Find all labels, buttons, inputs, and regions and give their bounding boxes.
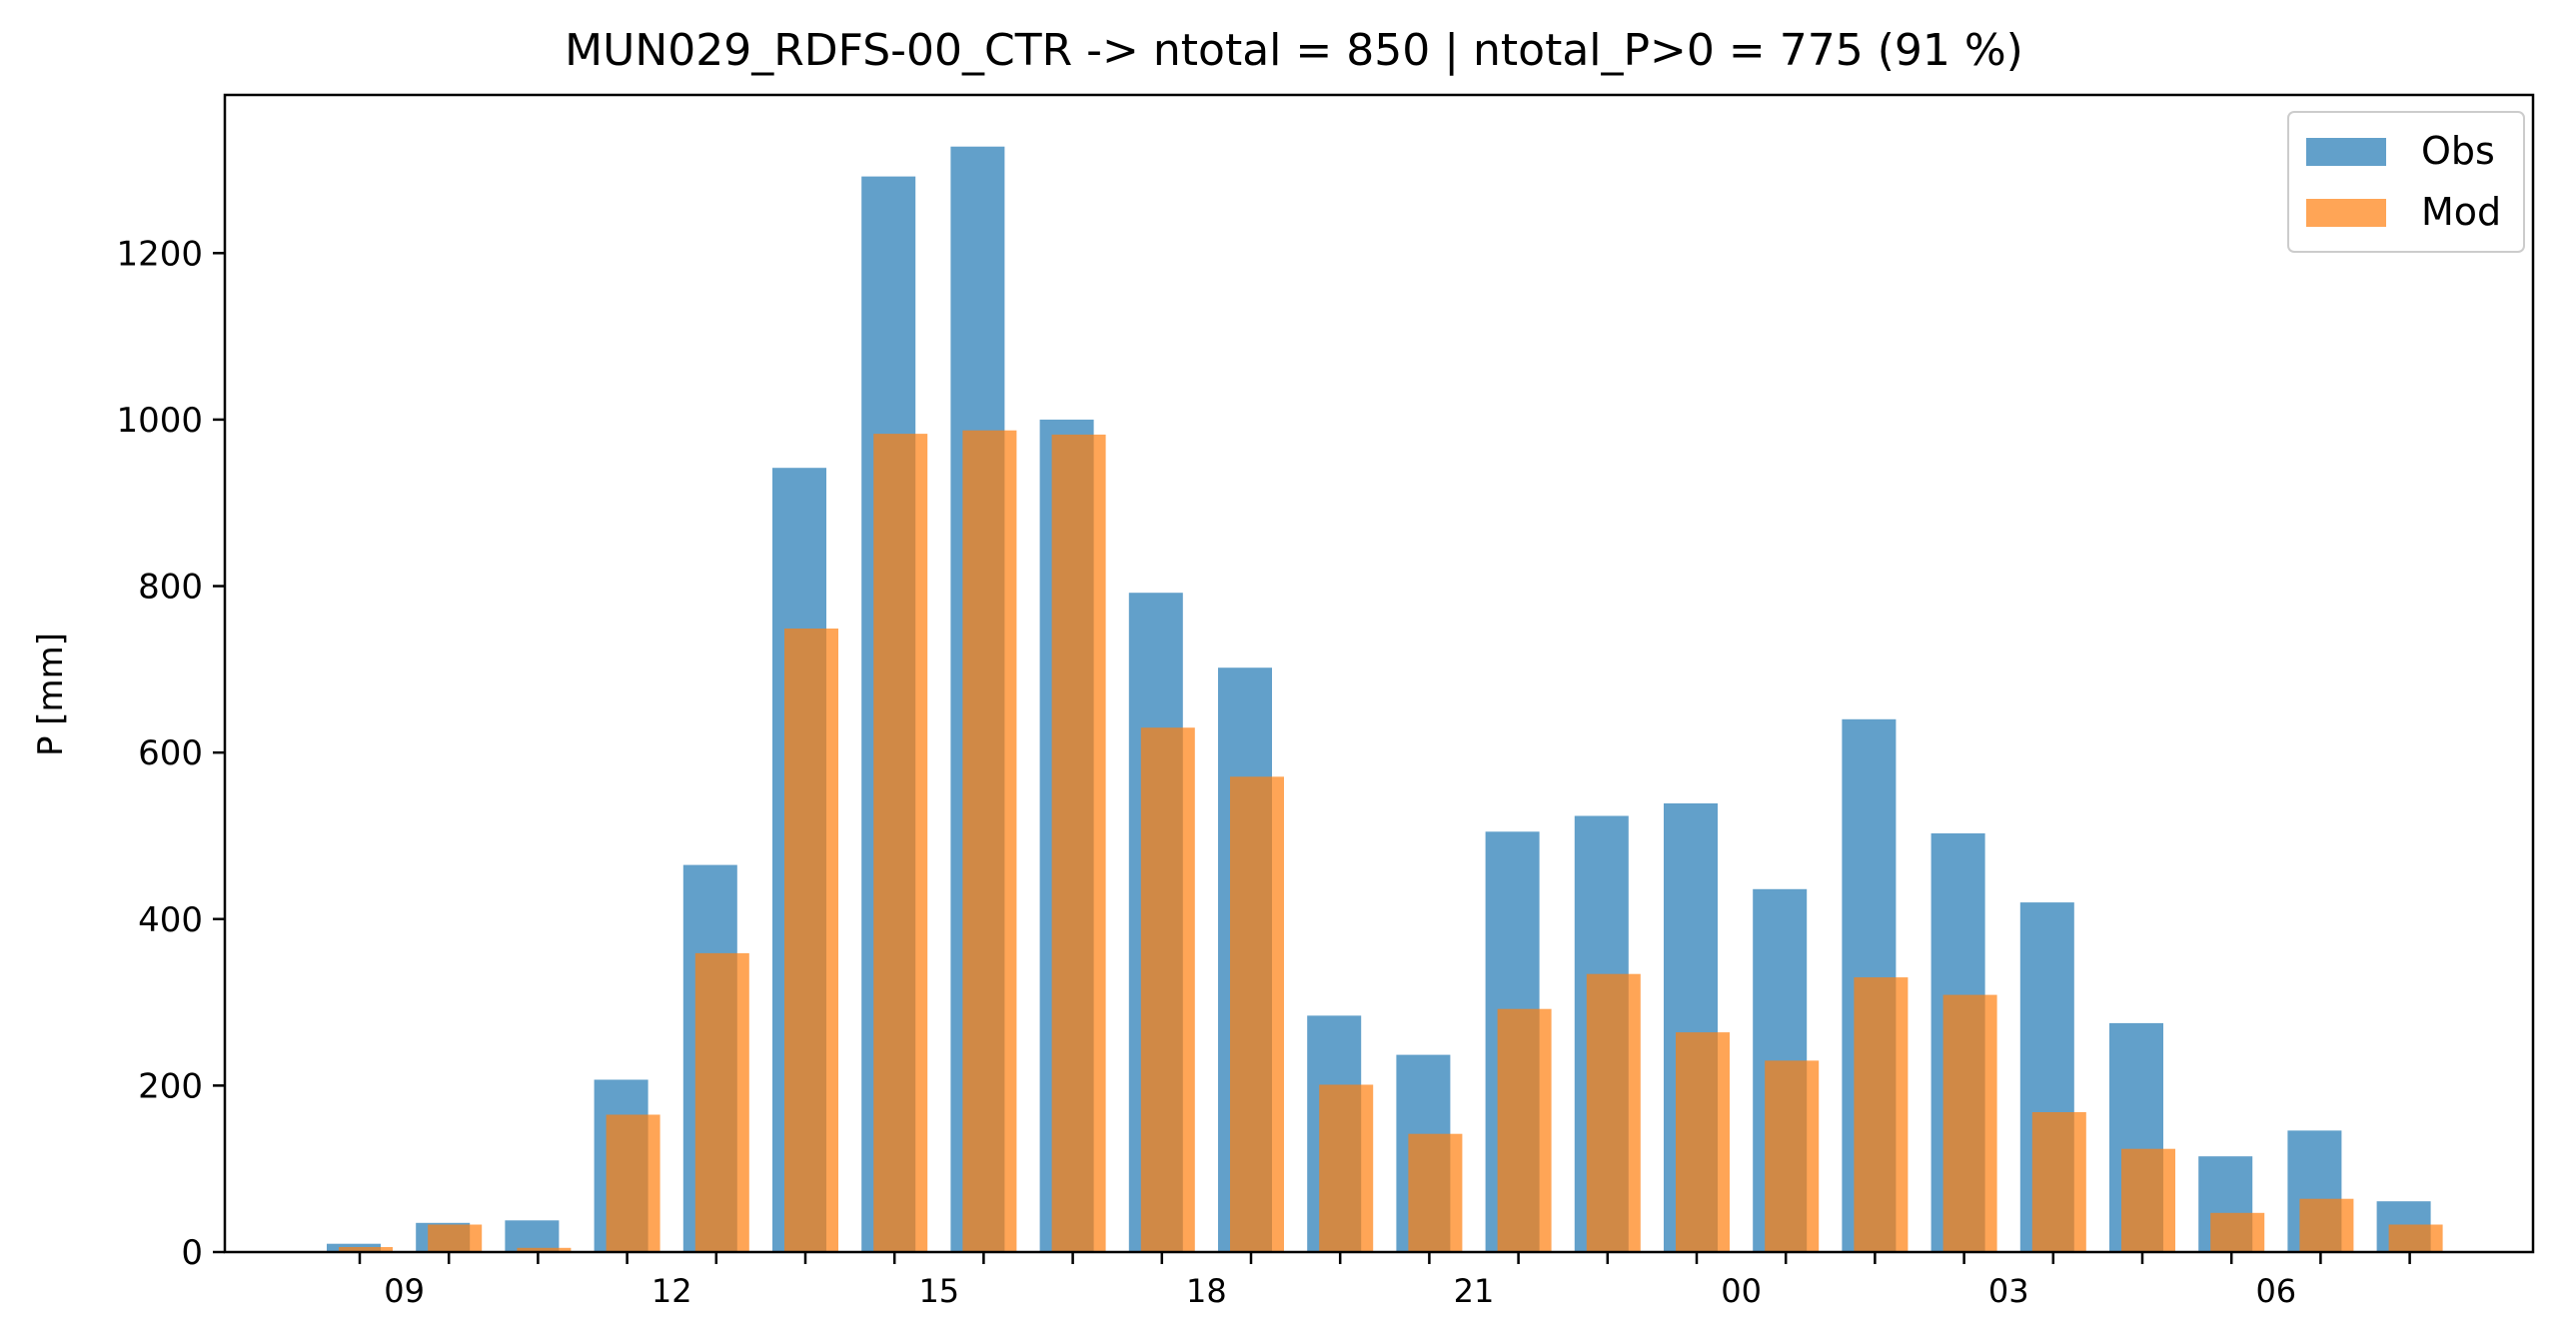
bar-mod-12 — [694, 952, 749, 1252]
bar-mod-07 — [2388, 1224, 2443, 1252]
bar-mod-08 — [339, 1247, 393, 1252]
x-tick-label-06: 06 — [2255, 1272, 2296, 1310]
x-axis-ticks: 09 12 15 18 21 00 03 06 — [358, 1252, 2411, 1310]
bar-obs-10 — [505, 1220, 560, 1252]
y-tick-label-200: 200 — [138, 1066, 203, 1106]
legend-label-mod: Mod — [2421, 190, 2501, 234]
x-tick-label-21: 21 — [1454, 1272, 1495, 1310]
bar-mod-11 — [606, 1114, 660, 1252]
y-tick-label-1200: 1200 — [116, 234, 203, 274]
bar-mod-15 — [962, 430, 1017, 1252]
bar-mod-19 — [1319, 1084, 1374, 1252]
bar-mod-18 — [1230, 776, 1284, 1252]
bar-mod-02 — [1942, 994, 1997, 1252]
y-axis-label: P [mm] — [31, 633, 71, 756]
x-tick-label-18: 18 — [1186, 1272, 1227, 1310]
y-axis-ticks: 0 200 400 600 800 1000 1200 — [116, 234, 225, 1273]
x-tick-label-09: 09 — [384, 1272, 425, 1310]
x-tick-label-15: 15 — [918, 1272, 959, 1310]
bar-mod-01 — [1854, 977, 1909, 1252]
bar-mod-22 — [1586, 973, 1641, 1252]
bar-mod-10 — [517, 1247, 572, 1252]
bar-mod-21 — [1497, 1008, 1552, 1252]
x-tick-label-00: 00 — [1721, 1272, 1762, 1310]
bar-mod-09 — [428, 1224, 483, 1252]
series-obs-bars — [327, 146, 2431, 1253]
x-tick-label-12: 12 — [651, 1272, 692, 1310]
series-mod-bars — [339, 430, 2443, 1253]
y-tick-label-800: 800 — [138, 568, 203, 608]
y-tick-label-600: 600 — [138, 733, 203, 773]
y-tick-label-400: 400 — [138, 900, 203, 940]
bar-mod-06 — [2299, 1198, 2354, 1252]
bar-mod-23 — [1676, 1032, 1730, 1252]
bar-mod-05 — [2210, 1212, 2265, 1252]
bar-mod-16 — [1051, 434, 1106, 1252]
x-tick-label-03: 03 — [1988, 1272, 2029, 1310]
y-tick-label-1000: 1000 — [116, 401, 203, 441]
chart-title: MUN029_RDFS-00_CTR -> ntotal = 850 | nto… — [565, 25, 2023, 76]
bar-mod-00 — [1765, 1060, 1820, 1252]
y-tick-label-0: 0 — [181, 1233, 203, 1273]
bar-mod-17 — [1140, 727, 1195, 1252]
bar-mod-13 — [784, 629, 838, 1252]
legend-label-obs: Obs — [2421, 129, 2495, 173]
legend-swatch-obs — [2306, 138, 2386, 166]
legend: Obs Mod — [2287, 111, 2525, 253]
bar-mod-03 — [2031, 1112, 2086, 1252]
bar-mod-20 — [1408, 1133, 1463, 1252]
bar-mod-14 — [873, 434, 928, 1253]
plot-frame — [223, 93, 2535, 1254]
bar-mod-04 — [2121, 1148, 2175, 1252]
legend-swatch-mod — [2306, 199, 2386, 227]
